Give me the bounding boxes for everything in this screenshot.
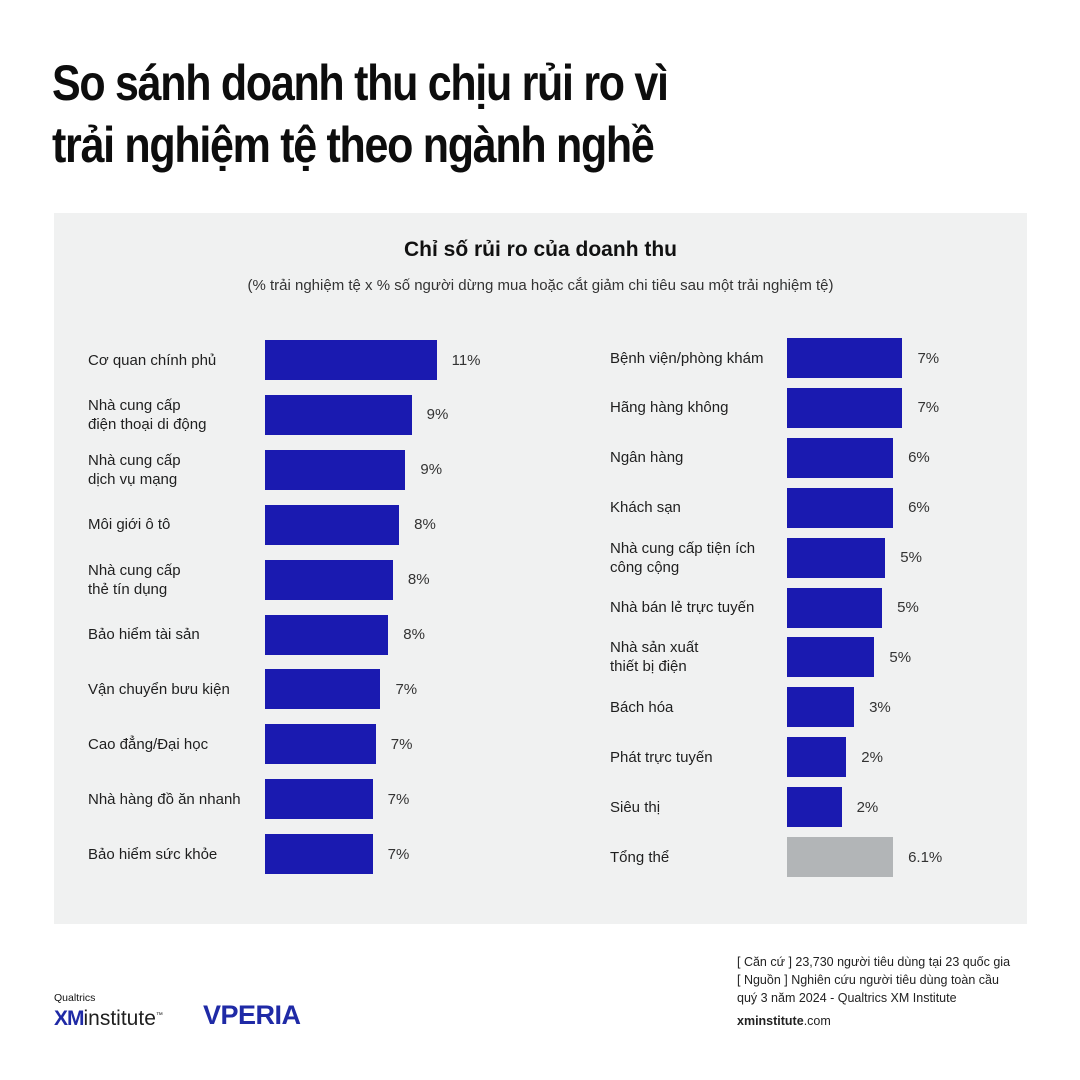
category-label: Cao đẳng/Đại học	[88, 735, 209, 753]
value-label: 3%	[869, 698, 891, 716]
category-label: Vận chuyển bưu kiện	[88, 680, 230, 698]
value-label: 7%	[917, 349, 940, 367]
value-label: 9%	[426, 406, 449, 424]
value-label: 7%	[387, 845, 410, 863]
value-label: 7%	[917, 399, 940, 417]
bar	[265, 394, 412, 435]
value-label: 6.1%	[908, 848, 943, 866]
footnote-source-2: quý 3 năm 2024 - Qualtrics XM Institute	[737, 991, 957, 1005]
bar	[787, 537, 886, 578]
category-label: Phát trực tuyến	[610, 748, 713, 766]
website-bold: xminstitute	[737, 1014, 804, 1028]
category-label: Bệnh viện/phòng khám	[610, 349, 764, 367]
chart-title: Chỉ số rủi ro của doanh thu	[404, 238, 677, 261]
page-title-line-2: trải nghiệm tệ theo ngành nghề	[52, 117, 655, 173]
category-label: Nhà sản xuất thiết bị điện	[610, 639, 699, 676]
chart-panel: Chỉ số rủi ro của doanh thu (% trải nghi…	[54, 213, 1027, 924]
value-label: 2%	[856, 798, 879, 816]
page-title: So sánh doanh thu chịu rủi ro vì trải ng…	[52, 52, 826, 176]
value-label: 7%	[390, 735, 413, 753]
bar	[787, 587, 883, 628]
category-label: Nhà hàng đồ ăn nhanh	[88, 790, 241, 808]
value-label: 8%	[403, 626, 425, 643]
value-label: 9%	[420, 461, 443, 479]
category-label: Nhà bán lẻ trực tuyến	[610, 599, 755, 616]
value-label: 6%	[908, 449, 930, 467]
bar	[787, 737, 847, 778]
bar	[787, 387, 903, 428]
category-label: Hãng hàng không	[610, 399, 729, 417]
value-label: 7%	[395, 680, 418, 698]
bar	[265, 834, 373, 875]
bar	[787, 437, 894, 478]
category-label: Khách sạn	[610, 499, 681, 517]
footnote-basis: [ Căn cứ ] 23,730 người tiêu dùng tại 23…	[737, 955, 1011, 969]
category-label: Ngân hàng	[610, 449, 684, 467]
bar	[265, 614, 389, 655]
institute-wordmark: institute	[83, 1007, 156, 1030]
footnote-source-1: [ Nguồn ] Nghiên cứu người tiêu dùng toà…	[737, 973, 999, 987]
page-title-line-1: So sánh doanh thu chịu rủi ro vì	[52, 55, 669, 111]
bar	[787, 487, 894, 528]
bar	[787, 787, 842, 828]
website-suffix: .com	[803, 1014, 831, 1028]
bar	[265, 559, 393, 600]
footnote: [ Căn cứ ] 23,730 người tiêu dùng tại 23…	[737, 953, 1057, 1007]
category-label: Siêu thị	[610, 798, 661, 816]
vperia-logo: VPERIA	[203, 1000, 301, 1030]
bar	[787, 338, 903, 378]
value-label: 7%	[387, 790, 410, 808]
value-label: 5%	[897, 599, 919, 616]
chart-subtitle: (% trải nghiệm tệ x % số người dừng mua …	[247, 277, 834, 294]
bar	[265, 449, 406, 490]
category-label: Nhà cung cấp điện thoại di động	[88, 396, 207, 433]
qualtrics-xm-logo: Qualtrics XMinstitute™	[54, 992, 163, 1031]
value-label: 8%	[414, 516, 436, 534]
qualtrics-wordmark: Qualtrics	[54, 992, 96, 1004]
category-label: Bảo hiểm tài sản	[88, 626, 200, 643]
website-link[interactable]: xminstitute.com	[737, 1014, 831, 1028]
category-label: Nhà cung cấp thẻ tín dụng	[88, 561, 181, 598]
bar	[265, 669, 381, 710]
category-label: Tổng thể	[610, 848, 670, 866]
bar	[265, 724, 376, 765]
bar	[265, 340, 437, 380]
category-label: Bảo hiểm sức khỏe	[88, 845, 218, 863]
value-label: 11%	[451, 351, 481, 369]
bar	[787, 687, 855, 728]
category-label: Môi giới ô tô	[88, 516, 171, 534]
value-label: 5%	[900, 549, 922, 567]
bar	[265, 504, 400, 545]
bar	[265, 779, 373, 820]
overall-bar	[787, 837, 894, 877]
trademark-mark: ™	[155, 1012, 163, 1019]
category-label: Nhà cung cấp dịch vụ mạng	[88, 451, 181, 488]
category-label: Bách hóa	[610, 698, 674, 716]
value-label: 8%	[407, 571, 430, 589]
xm-wordmark: XM	[54, 1007, 84, 1030]
category-label: Cơ quan chính phủ	[88, 351, 217, 369]
category-label: Nhà cung cấp tiện ích công cộng	[610, 539, 756, 576]
value-label: 2%	[861, 748, 883, 766]
value-label: 6%	[908, 499, 930, 517]
value-label: 5%	[889, 648, 912, 666]
bar	[787, 637, 875, 678]
